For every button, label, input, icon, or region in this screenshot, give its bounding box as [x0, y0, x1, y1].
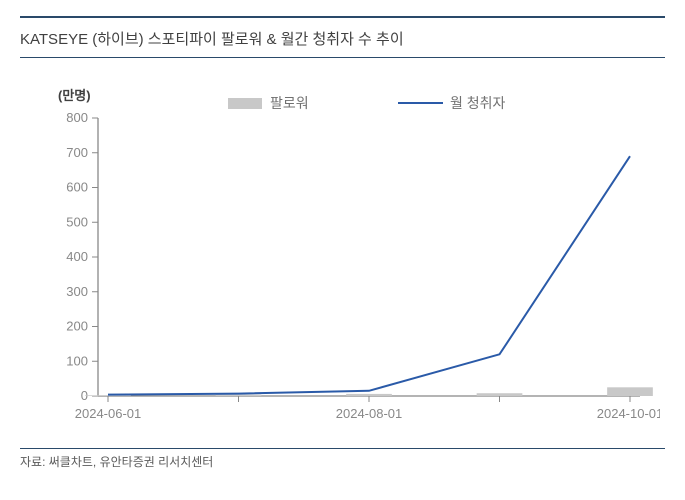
bar-followers	[607, 387, 653, 396]
y-tick-label: 100	[66, 353, 88, 368]
bar-followers	[346, 394, 392, 396]
chart-container: (만명)팔로워월 청취자0100200300400500600700800202…	[20, 66, 660, 446]
y-tick-label: 200	[66, 319, 88, 334]
y-tick-label: 800	[66, 110, 88, 125]
bar-followers	[477, 393, 523, 396]
y-axis-label: (만명)	[58, 88, 91, 103]
legend-listeners-label: 월 청취자	[450, 95, 506, 111]
bar-followers	[216, 395, 262, 396]
y-tick-label: 400	[66, 249, 88, 264]
bottom-rule	[20, 448, 665, 449]
legend-followers-label: 팔로워	[270, 95, 309, 111]
chart-svg: (만명)팔로워월 청취자0100200300400500600700800202…	[20, 66, 660, 446]
chart-title: KATSEYE (하이브) 스포티파이 팔로워 & 월간 청취자 수 추이	[20, 24, 665, 55]
top-rule	[20, 16, 665, 18]
x-tick-label: 2024-06-01	[75, 406, 142, 421]
y-tick-label: 700	[66, 145, 88, 160]
x-tick-label: 2024-10-01	[597, 406, 660, 421]
y-tick-label: 600	[66, 180, 88, 195]
source-text: 자료: 써클차트, 유안타증권 리서치센터	[20, 453, 665, 470]
title-underline	[20, 57, 665, 58]
line-monthly-listeners	[108, 156, 630, 394]
y-tick-label: 300	[66, 284, 88, 299]
x-tick-label: 2024-08-01	[336, 406, 403, 421]
legend-followers-swatch	[228, 98, 262, 109]
y-tick-label: 500	[66, 214, 88, 229]
